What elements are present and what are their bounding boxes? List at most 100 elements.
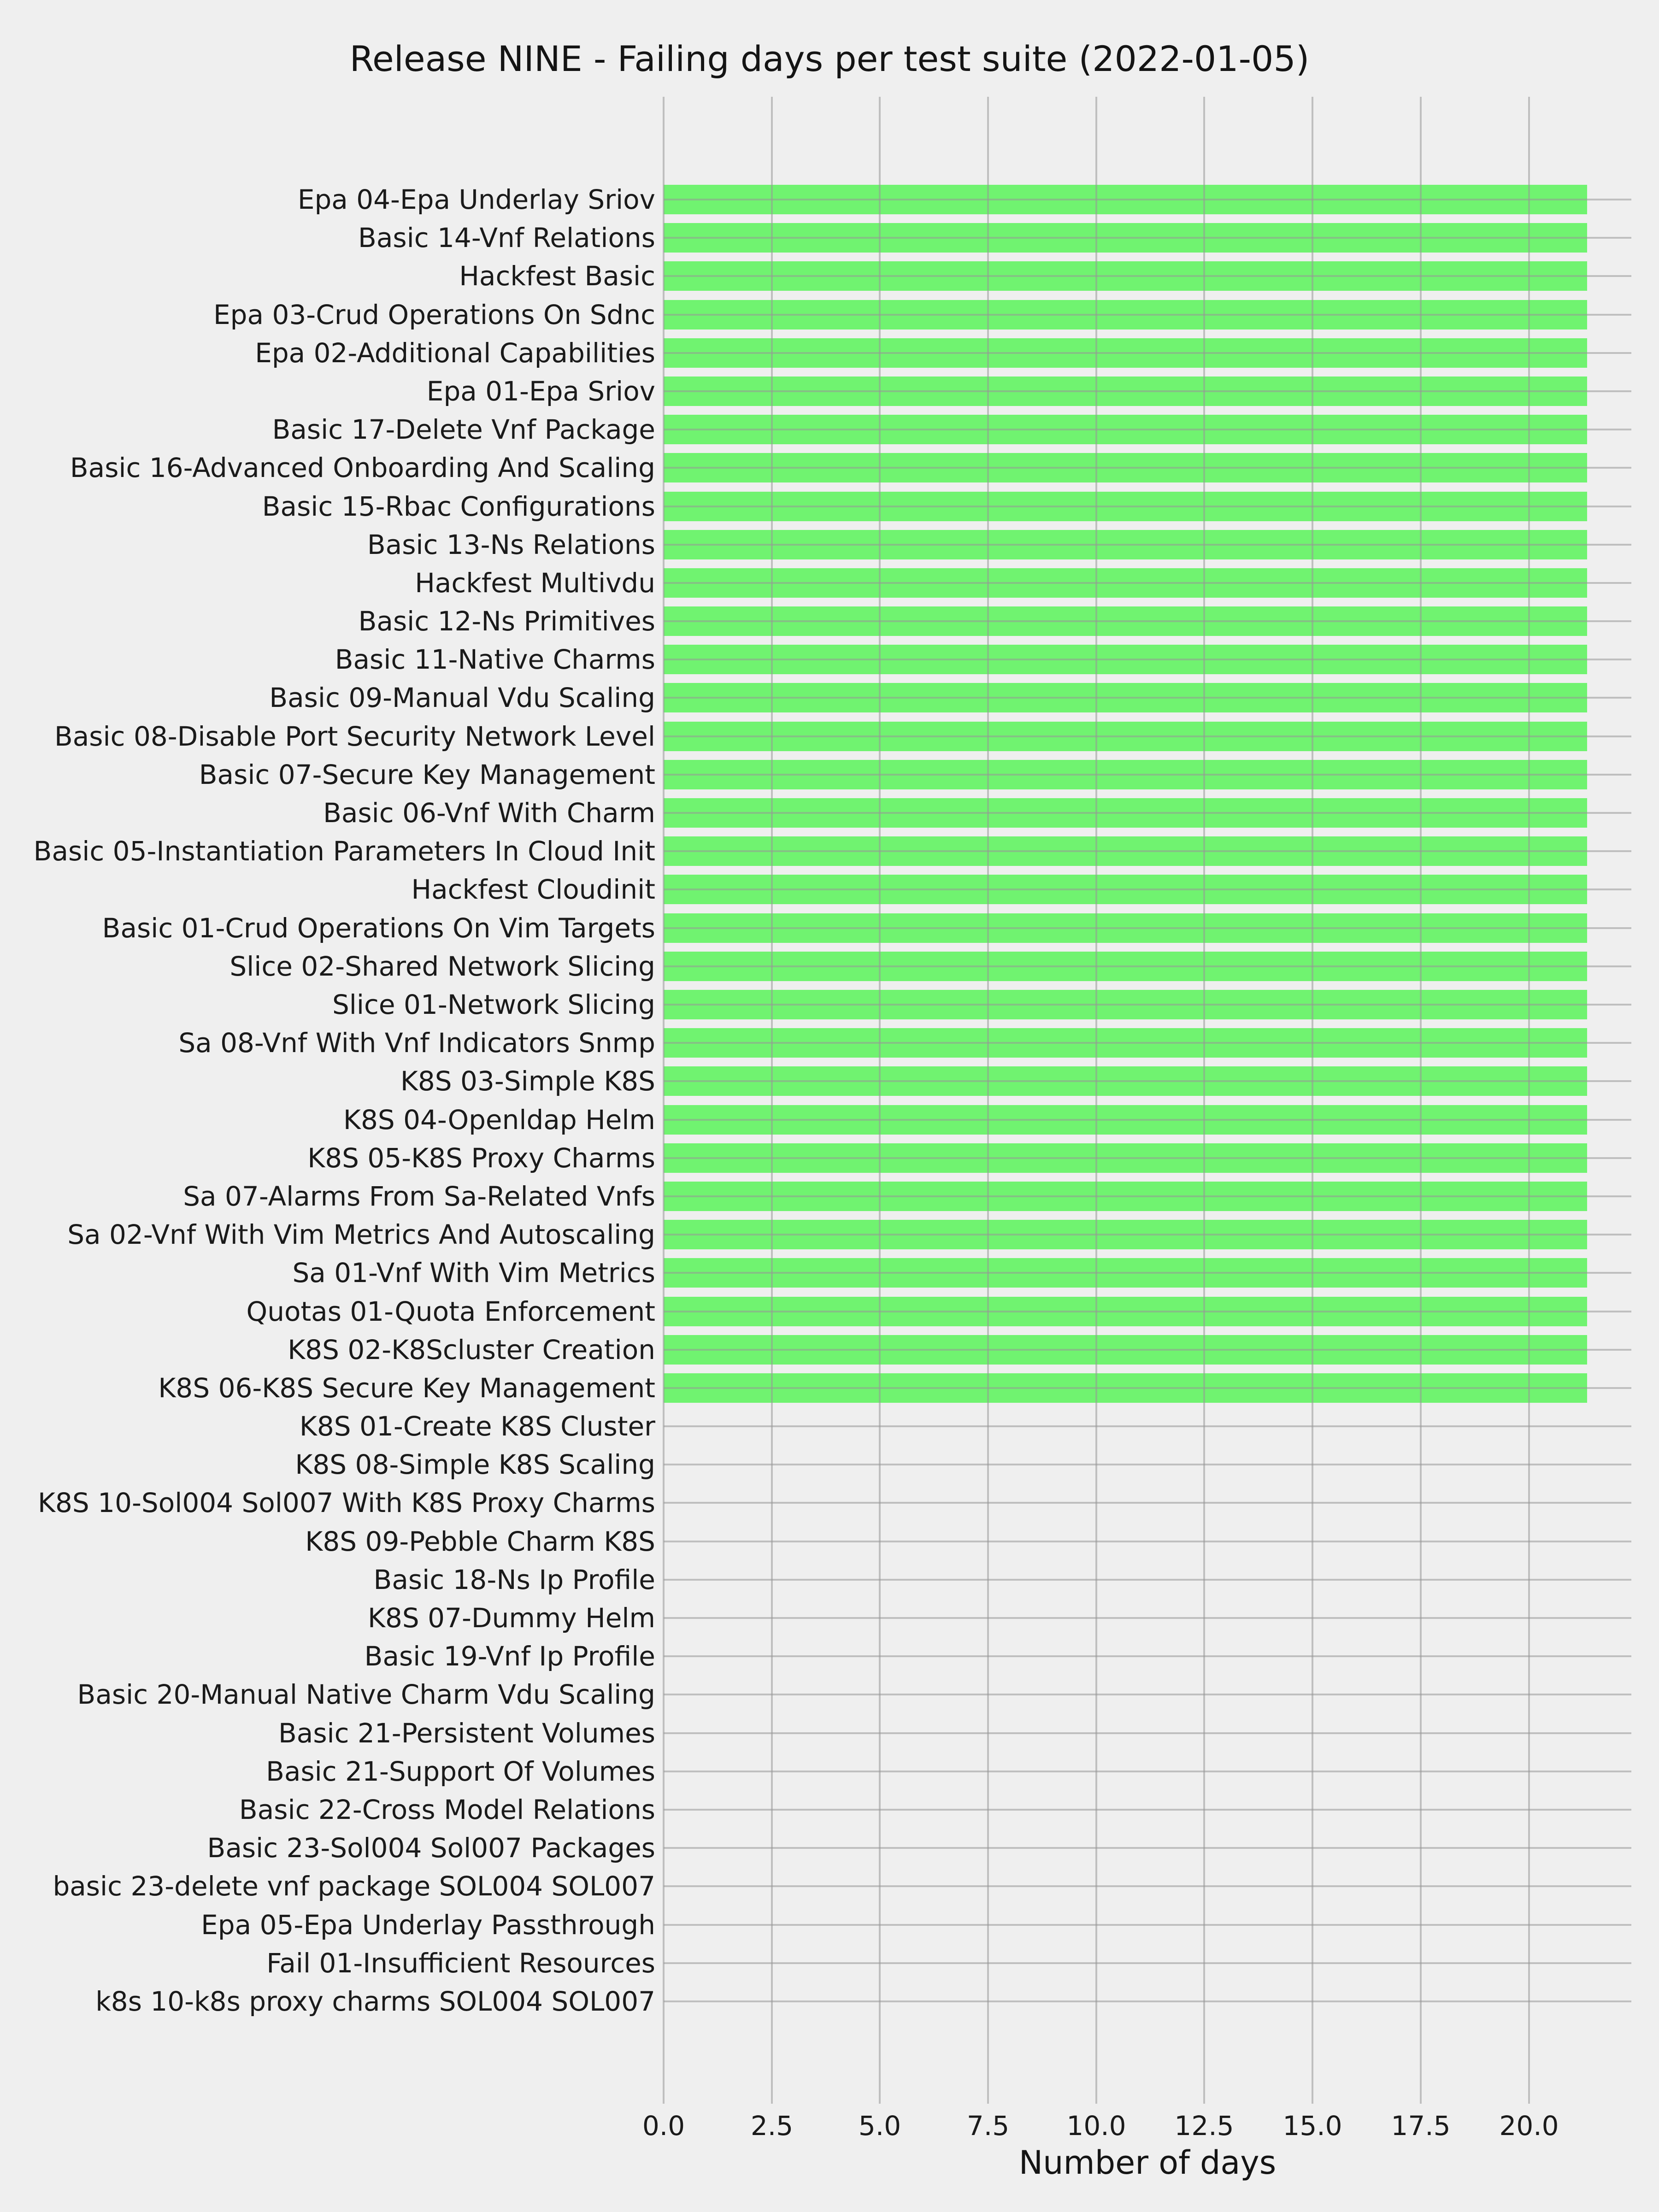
x-tick-label: 12.5	[1174, 2110, 1234, 2141]
y-tick-label: Basic 15-Rbac Configurations	[262, 491, 655, 522]
y-gridline	[664, 1004, 1631, 1006]
y-tick-label: Basic 20-Manual Native Charm Vdu Scaling	[77, 1679, 655, 1710]
x-tick-label: 15.0	[1282, 2110, 1342, 2141]
y-gridline	[664, 620, 1631, 622]
y-gridline	[664, 1771, 1631, 1772]
y-tick-label: Basic 05-Instantiation Parameters In Clo…	[33, 835, 655, 867]
y-gridline	[664, 965, 1631, 967]
y-gridline	[664, 1732, 1631, 1734]
y-gridline	[664, 314, 1631, 316]
y-tick-label: K8S 04-Openldap Helm	[343, 1104, 655, 1135]
y-tick-label: Basic 08-Disable Port Security Network L…	[54, 721, 655, 752]
x-tick-label: 2.5	[750, 2110, 794, 2141]
y-gridline	[664, 1387, 1631, 1389]
y-gridline	[664, 850, 1631, 852]
y-gridline	[664, 1464, 1631, 1465]
y-tick-label: Quotas 01-Quota Enforcement	[246, 1296, 655, 1327]
y-gridline	[664, 1234, 1631, 1235]
y-tick-label: Epa 02-Additional Capabilities	[255, 337, 655, 369]
y-gridline	[664, 1847, 1631, 1849]
y-gridline	[664, 429, 1631, 430]
y-tick-label: Sa 07-Alarms From Sa-Related Vnfs	[183, 1181, 655, 1212]
y-tick-label: Basic 13-Ns Relations	[367, 529, 655, 560]
x-tick-label: 10.0	[1066, 2110, 1126, 2141]
y-tick-label: Hackfest Cloudinit	[411, 874, 655, 905]
y-gridline	[664, 390, 1631, 392]
y-gridline	[664, 1962, 1631, 1964]
y-tick-label: Hackfest Basic	[459, 260, 655, 292]
y-tick-label: Epa 03-Crud Operations On Sdnc	[213, 299, 655, 330]
x-gridline	[663, 97, 665, 2104]
y-tick-label: K8S 06-K8S Secure Key Management	[158, 1372, 655, 1404]
y-tick-label: Slice 02-Shared Network Slicing	[229, 951, 655, 982]
y-gridline	[664, 659, 1631, 660]
y-gridline	[664, 1885, 1631, 1887]
x-gridline	[1095, 97, 1097, 2104]
y-gridline	[664, 582, 1631, 584]
y-tick-label: K8S 03-Simple K8S	[400, 1065, 655, 1097]
y-gridline	[664, 1042, 1631, 1044]
y-tick-label: Basic 12-Ns Primitives	[358, 606, 655, 637]
y-tick-label: Hackfest Multivdu	[415, 567, 655, 599]
x-gridline	[879, 97, 881, 2104]
y-tick-label: K8S 07-Dummy Helm	[367, 1602, 655, 1634]
y-tick-label: Basic 21-Support Of Volumes	[266, 1756, 655, 1787]
y-tick-label: Basic 18-Ns Ip Profile	[373, 1564, 655, 1595]
y-gridline	[664, 506, 1631, 507]
x-tick-label: 17.5	[1391, 2110, 1451, 2141]
y-tick-label: Basic 23-Sol004 Sol007 Packages	[207, 1832, 655, 1864]
x-tick-label: 5.0	[858, 2110, 901, 2141]
y-gridline	[664, 352, 1631, 354]
y-gridline	[664, 1579, 1631, 1581]
x-tick-label: 20.0	[1499, 2110, 1559, 2141]
y-gridline	[664, 1425, 1631, 1427]
y-gridline	[664, 467, 1631, 469]
y-tick-label: Basic 22-Cross Model Relations	[239, 1794, 655, 1825]
y-tick-label: basic 23-delete vnf package SOL004 SOL00…	[53, 1871, 655, 1902]
y-gridline	[664, 812, 1631, 814]
plot-area	[663, 97, 1631, 2104]
y-tick-label: Epa 05-Epa Underlay Passthrough	[201, 1909, 655, 1941]
y-tick-label: K8S 05-K8S Proxy Charms	[307, 1142, 655, 1174]
y-gridline	[664, 1924, 1631, 1926]
x-gridline	[771, 97, 773, 2104]
x-axis-label: Number of days	[1018, 2144, 1277, 2182]
y-tick-label: K8S 02-K8Scluster Creation	[288, 1334, 655, 1365]
y-gridline	[664, 199, 1631, 200]
y-gridline	[664, 275, 1631, 277]
y-tick-label: Slice 01-Network Slicing	[332, 989, 655, 1020]
y-gridline	[664, 888, 1631, 890]
y-tick-label: Fail 01-Insufficient Resources	[266, 1947, 655, 1979]
y-tick-label: Sa 02-Vnf With Vim Metrics And Autoscali…	[67, 1219, 655, 1250]
y-tick-label: K8S 09-Pebble Charm K8S	[305, 1526, 655, 1557]
y-tick-label: Sa 08-Vnf With Vnf Indicators Snmp	[178, 1027, 655, 1059]
x-gridline	[987, 97, 989, 2104]
y-tick-label: Basic 07-Secure Key Management	[199, 759, 655, 790]
y-gridline	[664, 1809, 1631, 1811]
y-tick-label: Epa 04-Epa Underlay Sriov	[297, 184, 655, 215]
y-tick-label: Basic 19-Vnf Ip Profile	[364, 1641, 655, 1672]
y-gridline	[664, 927, 1631, 929]
y-gridline	[664, 1157, 1631, 1159]
x-gridline	[1312, 97, 1313, 2104]
x-gridline	[1528, 97, 1530, 2104]
y-tick-label: k8s 10-k8s proxy charms SOL004 SOL007	[95, 1986, 655, 2017]
y-tick-label: K8S 10-Sol004 Sol007 With K8S Proxy Char…	[37, 1487, 655, 1518]
y-tick-label: Sa 01-Vnf With Vim Metrics	[292, 1257, 655, 1288]
y-tick-label: Basic 11-Native Charms	[335, 644, 655, 675]
y-gridline	[664, 1694, 1631, 1695]
x-tick-label: 0.0	[642, 2110, 685, 2141]
y-tick-label: Basic 09-Manual Vdu Scaling	[269, 682, 655, 713]
y-gridline	[664, 2000, 1631, 2002]
y-gridline	[664, 1119, 1631, 1121]
y-gridline	[664, 1617, 1631, 1619]
y-tick-label: Basic 14-Vnf Relations	[358, 222, 655, 253]
x-gridline	[1420, 97, 1422, 2104]
chart-title: Release NINE - Failing days per test sui…	[349, 38, 1310, 79]
y-gridline	[664, 735, 1631, 737]
y-tick-label: K8S 01-Create K8S Cluster	[299, 1411, 655, 1442]
y-gridline	[664, 1541, 1631, 1542]
y-tick-label: Basic 21-Persistent Volumes	[278, 1718, 655, 1749]
y-gridline	[664, 1655, 1631, 1657]
